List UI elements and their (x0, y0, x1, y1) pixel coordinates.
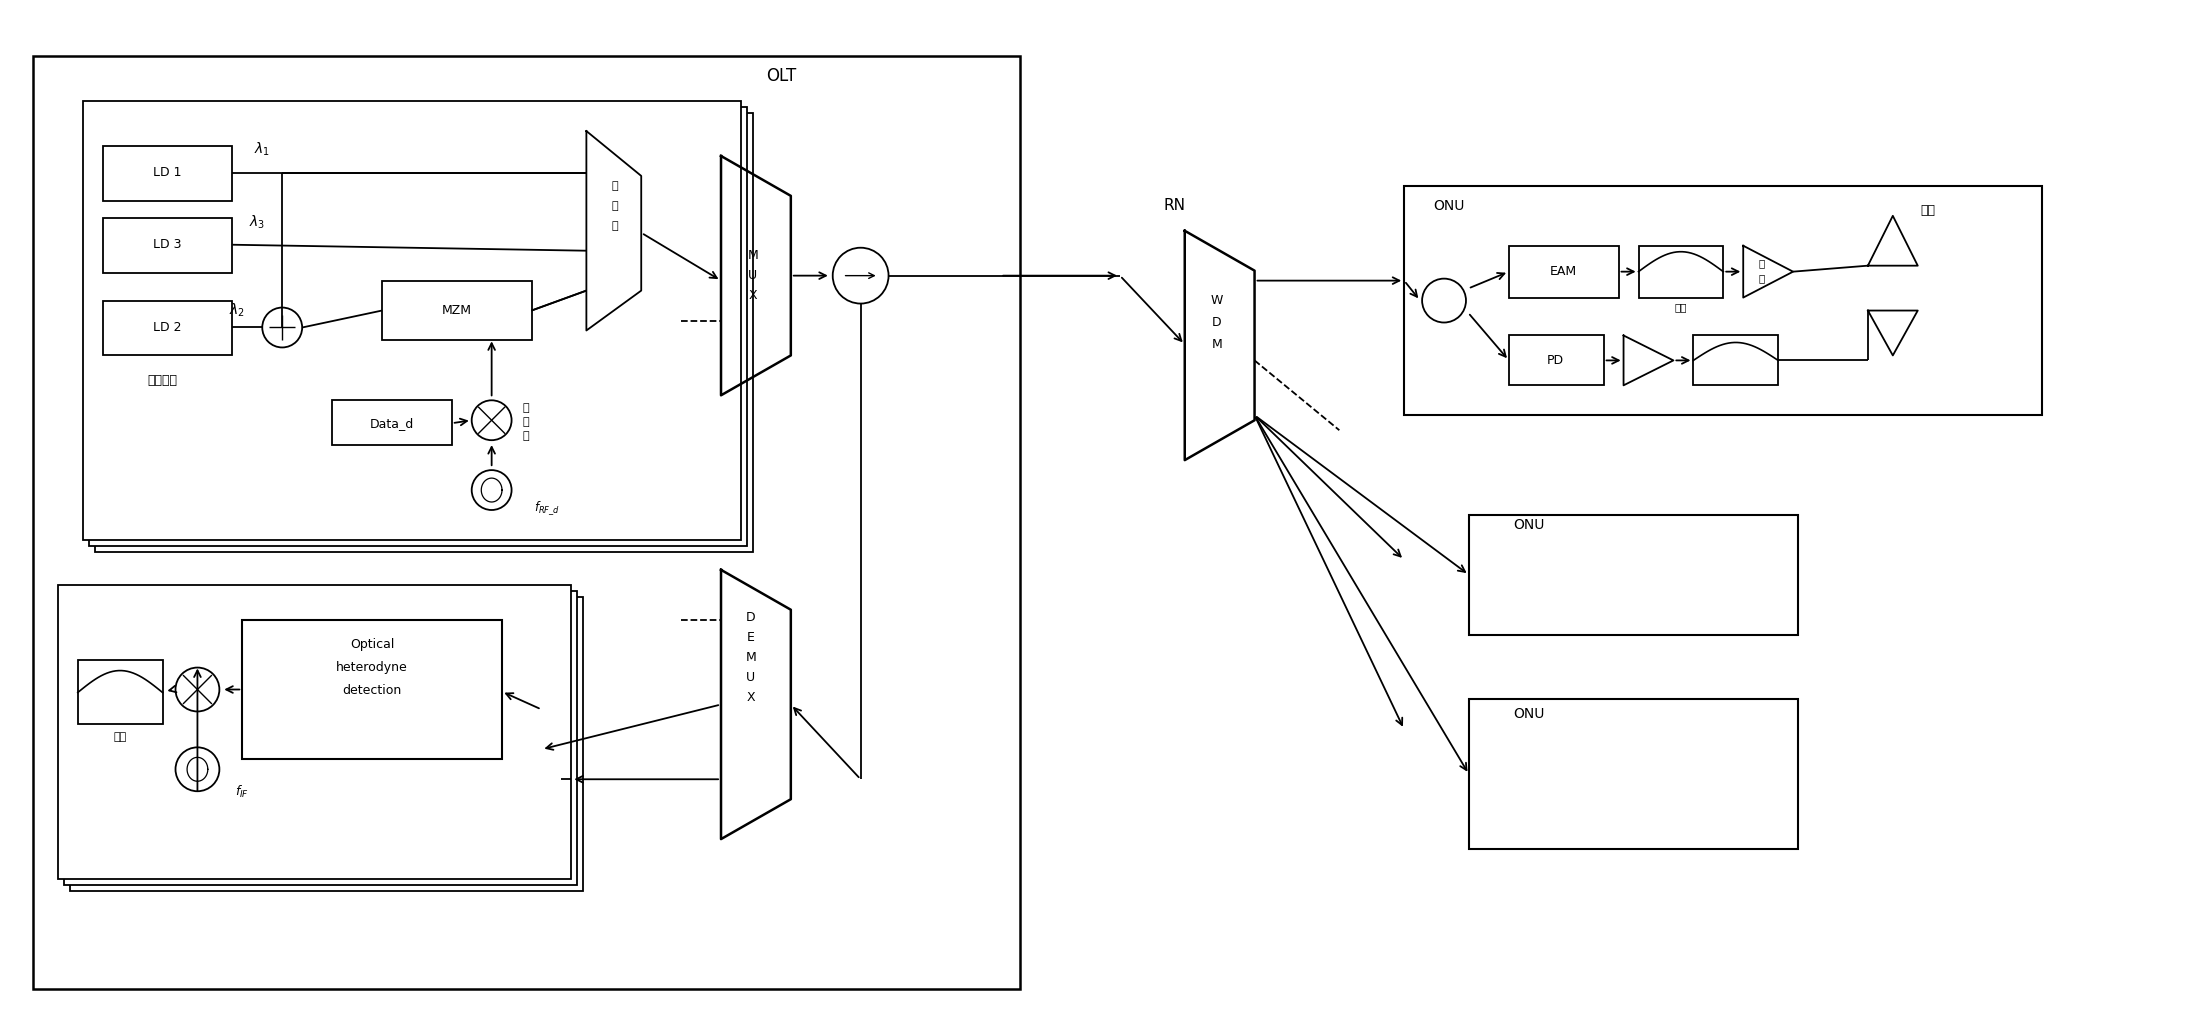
Text: detection: detection (343, 684, 402, 697)
Bar (33, 56, 1020, 988)
Bar (1639, 246, 1724, 297)
Circle shape (1422, 279, 1466, 323)
Bar (243, 620, 503, 760)
Text: EAM: EAM (1549, 265, 1578, 278)
Bar (90, 107, 747, 546)
Text: 激光器组: 激光器组 (149, 374, 177, 387)
Text: M: M (1210, 338, 1221, 351)
Text: $\lambda_1$: $\lambda_1$ (253, 140, 271, 157)
Bar (103, 146, 232, 201)
Bar (103, 217, 232, 273)
Text: 滤波: 滤波 (1674, 302, 1687, 312)
Text: LD 3: LD 3 (153, 238, 181, 251)
Text: 频: 频 (522, 418, 529, 427)
Text: ONU: ONU (1514, 518, 1545, 532)
Text: LD 2: LD 2 (153, 321, 181, 334)
Text: $\lambda_3$: $\lambda_3$ (249, 214, 264, 232)
Bar (63, 591, 577, 885)
Bar (1468, 699, 1798, 849)
Text: 混: 混 (612, 181, 618, 191)
Circle shape (832, 248, 889, 303)
Circle shape (175, 747, 219, 791)
Text: X: X (749, 289, 758, 302)
Text: E: E (747, 631, 754, 644)
Text: $\lambda_2$: $\lambda_2$ (229, 302, 245, 320)
Text: heterodyne: heterodyne (336, 661, 409, 674)
Text: 混: 混 (522, 403, 529, 414)
Circle shape (472, 470, 511, 510)
Text: 滤波: 滤波 (114, 732, 127, 742)
Bar (1693, 336, 1779, 385)
Text: 天线: 天线 (1921, 204, 1936, 217)
Text: 器: 器 (522, 431, 529, 441)
Text: U: U (747, 671, 756, 684)
Text: U: U (749, 270, 758, 282)
Text: D: D (1213, 317, 1221, 329)
Bar (1405, 186, 2043, 416)
Text: $f_{RF\_d}$: $f_{RF\_d}$ (533, 499, 559, 517)
Circle shape (175, 668, 219, 712)
Text: Optical: Optical (350, 638, 393, 651)
Circle shape (262, 307, 302, 347)
Bar (57, 585, 572, 879)
Bar (1510, 336, 1604, 385)
Text: 大: 大 (1759, 274, 1763, 284)
Text: X: X (747, 691, 756, 704)
Text: ONU: ONU (1514, 708, 1545, 722)
Text: Data_d: Data_d (369, 417, 413, 430)
Bar (382, 281, 531, 340)
Text: LD 1: LD 1 (153, 166, 181, 180)
Bar (83, 101, 741, 540)
Bar (94, 113, 754, 552)
Bar (103, 300, 232, 355)
Text: PD: PD (1547, 354, 1564, 367)
Text: 合: 合 (612, 201, 618, 210)
Text: RN: RN (1165, 198, 1186, 213)
Bar (1510, 246, 1619, 297)
Text: $f_{IF}$: $f_{IF}$ (236, 784, 249, 800)
Circle shape (472, 400, 511, 440)
Bar (79, 660, 162, 725)
Text: 放: 放 (1759, 257, 1763, 268)
Text: M: M (747, 249, 758, 262)
Text: M: M (745, 651, 756, 664)
Bar (70, 596, 583, 891)
Text: MZM: MZM (441, 304, 472, 318)
Text: 器: 器 (612, 221, 618, 231)
Bar (1468, 515, 1798, 635)
Text: ONU: ONU (1433, 199, 1464, 212)
Text: OLT: OLT (765, 67, 795, 85)
Bar (332, 400, 452, 445)
Text: D: D (745, 612, 756, 624)
Text: W: W (1210, 294, 1224, 307)
